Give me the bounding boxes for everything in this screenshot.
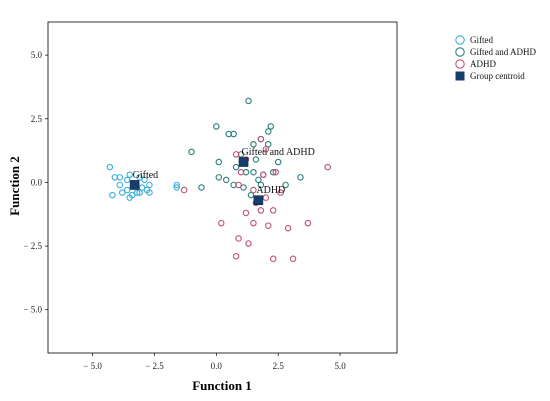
centroid-label: Gifted and ADHD — [242, 147, 315, 158]
centroid-label: ADHD — [256, 185, 285, 196]
centroid-marker — [129, 180, 140, 190]
point-gifted-and-adhd — [188, 148, 195, 156]
point-gifted — [173, 184, 180, 191]
point-gifted — [116, 174, 124, 181]
point-gifted — [119, 189, 126, 196]
point-gifted-and-adhd — [265, 140, 272, 148]
point-gifted-and-adhd — [274, 158, 282, 166]
point-gifted — [123, 176, 131, 184]
point-gifted-and-adhd — [250, 168, 257, 176]
legend-label: Gifted and ADHD — [470, 47, 536, 57]
point-gifted — [141, 176, 148, 184]
x-tick-label: 5.0 — [334, 361, 346, 371]
point-adhd — [242, 209, 250, 217]
y-axis-ticks: − 5.0 − 2.5 0.0 2.5 5.0 — [23, 50, 48, 315]
point-gifted — [116, 181, 124, 189]
point-adhd — [237, 168, 245, 176]
point-gifted-and-adhd — [265, 128, 272, 135]
y-tick-label: − 2.5 — [23, 241, 42, 251]
point-adhd — [269, 255, 277, 263]
point-gifted — [109, 191, 116, 199]
y-axis-title: Function 2 — [7, 156, 22, 216]
x-tick-label: − 2.5 — [145, 361, 164, 371]
point-adhd — [257, 135, 265, 143]
centroid-label: Gifted — [133, 170, 159, 181]
point-adhd — [250, 186, 257, 194]
centroid-marker — [238, 157, 249, 167]
point-gifted-and-adhd — [257, 181, 265, 189]
point-adhd — [257, 207, 265, 214]
point-gifted-and-adhd — [267, 123, 275, 130]
y-tick-label: 2.5 — [31, 114, 43, 124]
plot-frame — [47, 21, 398, 354]
y-tick-label: − 5.0 — [23, 305, 42, 315]
point-gifted-and-adhd — [215, 174, 223, 181]
point-gifted-and-adhd — [232, 163, 240, 171]
point-adhd — [260, 171, 267, 179]
point-adhd — [250, 219, 257, 227]
point-gifted-and-adhd — [198, 184, 205, 191]
centroid-marker — [253, 195, 264, 206]
legend-label: ADHD — [470, 59, 496, 69]
point-adhd — [235, 181, 242, 189]
point-adhd — [235, 235, 242, 242]
legend: Gifted Gifted and ADHD ADHD Group centroid — [455, 35, 536, 81]
point-adhd — [232, 252, 240, 260]
point-gifted-and-adhd — [269, 168, 277, 176]
x-tick-label: − 5.0 — [83, 361, 102, 371]
point-gifted-and-adhd — [247, 191, 255, 199]
point-gifted-and-adhd — [250, 140, 257, 148]
point-adhd — [180, 186, 188, 194]
legend-label: Gifted — [470, 35, 493, 45]
point-gifted — [126, 194, 133, 201]
point-gifted — [133, 189, 141, 196]
point-adhd — [284, 224, 292, 232]
point-gifted — [136, 189, 143, 196]
point-gifted — [136, 174, 143, 181]
point-gifted — [146, 189, 153, 196]
point-gifted-and-adhd — [240, 184, 247, 191]
point-gifted-and-adhd — [215, 158, 223, 166]
point-adhd — [277, 189, 284, 196]
point-gifted-and-adhd — [245, 97, 252, 105]
legend-marker — [455, 35, 465, 45]
legend-label: Group centroid — [470, 71, 525, 81]
y-tick-label: 5.0 — [31, 50, 43, 60]
x-tick-label: 2.5 — [273, 361, 285, 371]
legend-marker — [455, 47, 465, 57]
point-adhd — [272, 168, 279, 176]
point-adhd — [245, 240, 252, 247]
point-adhd — [304, 219, 312, 227]
point-gifted-and-adhd — [297, 174, 304, 181]
point-gifted-and-adhd — [230, 130, 237, 138]
point-gifted — [146, 181, 153, 189]
x-tick-label: 0.0 — [211, 361, 223, 371]
y-tick-label: 0.0 — [31, 177, 43, 187]
x-axis-ticks: − 5.0 − 2.5 0.0 2.5 5.0 — [83, 353, 346, 371]
x-axis-title: Function 1 — [192, 378, 252, 393]
legend-marker — [455, 71, 465, 81]
point-adhd — [269, 207, 277, 214]
point-adhd — [218, 219, 225, 227]
point-gifted — [123, 186, 131, 194]
point-adhd — [262, 146, 270, 153]
point-gifted-and-adhd — [252, 156, 260, 163]
point-gifted — [126, 171, 133, 179]
point-adhd — [324, 163, 331, 171]
point-gifted-and-adhd — [213, 123, 220, 130]
point-adhd — [232, 151, 240, 158]
point-gifted — [106, 163, 114, 171]
point-gifted — [173, 181, 180, 189]
point-adhd — [289, 255, 297, 263]
group-centroids: Gifted Gifted and ADHD ADHD — [129, 147, 315, 206]
point-gifted-and-adhd — [222, 176, 230, 184]
legend-marker — [455, 59, 465, 69]
point-gifted-and-adhd — [255, 176, 262, 184]
point-adhd — [265, 222, 272, 229]
point-gifted-and-adhd — [282, 181, 289, 189]
